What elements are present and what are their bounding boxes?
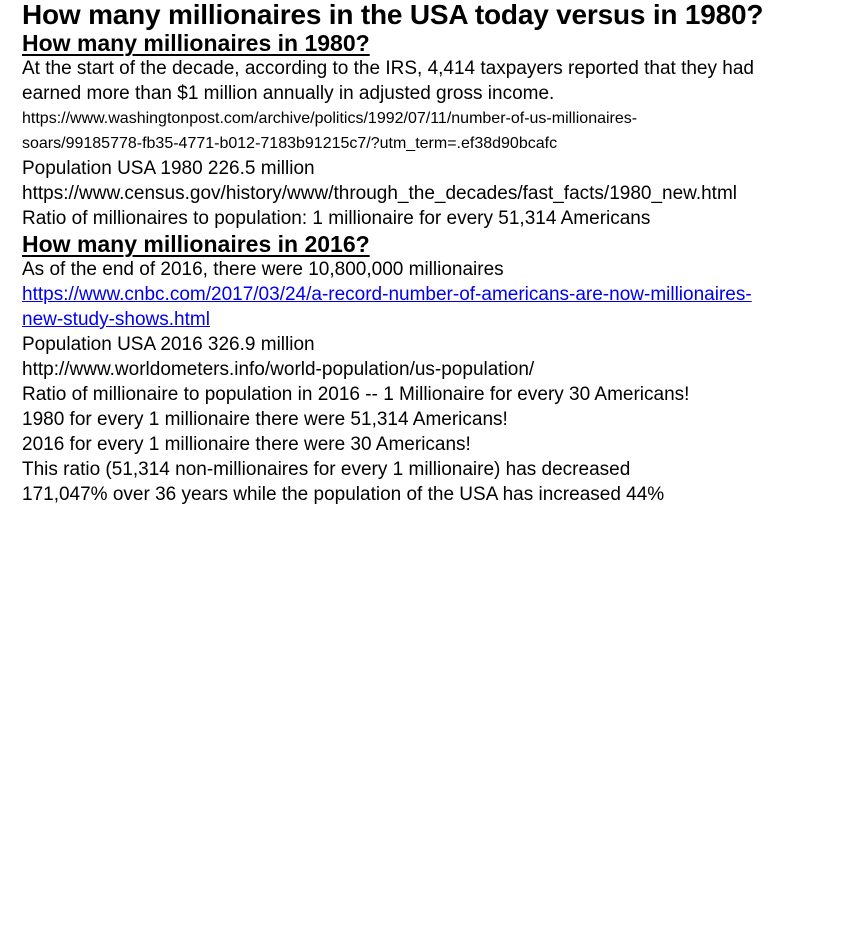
paragraph-1980-intro-line-1: At the start of the decade, according to… <box>22 58 754 79</box>
source-url-washingtonpost-line-2: soars/99185778-fb35-4771-b012-7183b91215… <box>22 135 558 152</box>
millionaires-2016-text: As of the end of 2016, there were 10,800… <box>22 259 504 280</box>
paragraph-1980-intro-line-2: earned more than $1 million annually in … <box>22 83 555 104</box>
ratio-1980-text: Ratio of millionaires to population: 1 m… <box>22 208 651 229</box>
page-title: How many millionaires in the USA today v… <box>22 0 764 30</box>
source-url-washingtonpost-line-1: https://www.washingtonpost.com/archive/p… <box>22 110 638 127</box>
paragraph-1980-intro: At the start of the decade, according to… <box>22 56 832 106</box>
population-1980-url: https://www.census.gov/history/www/throu… <box>22 183 738 204</box>
population-2016-url: http://www.worldometers.info/world-popul… <box>22 359 535 380</box>
conclusion-line-2: 171,047% over 36 years while the populat… <box>22 484 665 505</box>
cnbc-article-link-line-1[interactable]: https://www.cnbc.com/2017/03/24/a-record… <box>22 284 752 305</box>
population-1980-text: Population USA 1980 226.5 million <box>22 158 315 179</box>
population-2016-text: Population USA 2016 326.9 million <box>22 334 315 355</box>
conclusion-line-1: This ratio (51,314 non-millionaires for … <box>22 459 631 480</box>
source-url-washingtonpost: https://www.washingtonpost.com/archive/p… <box>22 106 832 156</box>
section-2016-heading: How many millionaires in 2016? <box>22 231 370 257</box>
paragraph-2016-intro: As of the end of 2016, there were 10,800… <box>22 257 832 332</box>
cnbc-article-link-line-2[interactable]: new-study-shows.html <box>22 309 210 330</box>
comparison-2016-text: 2016 for every 1 millionaire there were … <box>22 434 471 455</box>
ratio-2016-text: Ratio of millionaire to population in 20… <box>22 384 690 405</box>
cnbc-article-link[interactable]: https://www.cnbc.com/2017/03/24/a-record… <box>22 284 752 330</box>
section-1980-heading: How many millionaires in 1980? <box>22 30 370 56</box>
document-page: How many millionaires in the USA today v… <box>22 0 832 505</box>
population-2016-block: Population USA 2016 326.9 million http:/… <box>22 332 832 382</box>
comparison-1980-text: 1980 for every 1 millionaire there were … <box>22 409 508 430</box>
population-1980-block: Population USA 1980 226.5 million https:… <box>22 156 832 206</box>
